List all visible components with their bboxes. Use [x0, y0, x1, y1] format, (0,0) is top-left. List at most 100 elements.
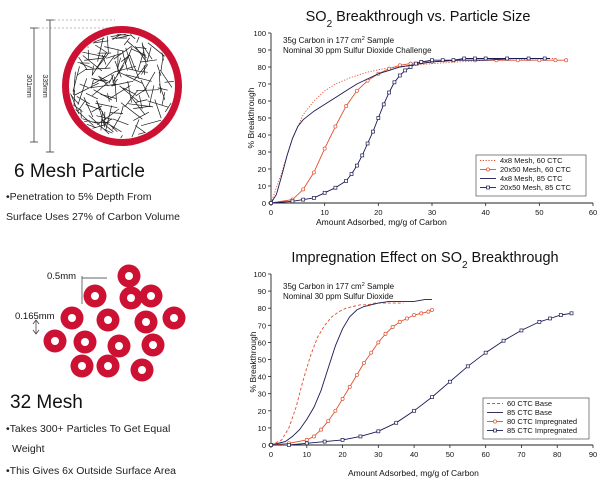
chart-title-part: SO: [306, 9, 327, 25]
data-point: [304, 441, 309, 446]
pore-line: [112, 34, 122, 40]
mesh32-particle-core: [125, 272, 133, 280]
y-tick-label: 50: [258, 356, 266, 365]
data-point: [319, 427, 324, 432]
data-point: [448, 379, 452, 384]
data-point: [430, 307, 434, 312]
chart-title: SO2 Breakthrough vs. Particle Size: [306, 9, 531, 30]
data-point: [451, 58, 456, 63]
series-line-3: [270, 309, 433, 446]
data-point: [344, 179, 348, 183]
y-tick-label: 40: [258, 131, 266, 140]
pore-line: [112, 118, 129, 126]
chart-annotation-1: 35g Carbon in 177 cm2 Sample: [283, 36, 395, 45]
mesh32-particle-core: [68, 314, 76, 322]
data-point: [349, 172, 354, 176]
data-point: [394, 420, 399, 425]
pore-line: [157, 87, 168, 91]
data-point: [381, 102, 386, 107]
pore-line: [73, 104, 83, 112]
chart-annotation-2: Nominal 30 ppm Sulfur Dioxide Challenge: [283, 46, 432, 55]
y-tick-label: 80: [258, 63, 266, 72]
mesh32-particle-core: [142, 318, 150, 326]
pore-line: [121, 55, 130, 62]
data-point: [333, 124, 338, 129]
data-point: [360, 153, 365, 158]
y-tick-label: 0: [262, 441, 266, 450]
data-point: [405, 316, 409, 321]
pore-line: [134, 46, 146, 61]
data-point: [392, 80, 397, 85]
data-point: [358, 434, 363, 439]
data-point: [333, 408, 338, 413]
y-tick-label: 20: [258, 165, 266, 174]
chart-impregnation: Impregnation Effect on SO2 Breakthrough …: [248, 250, 597, 478]
pore-line: [104, 54, 116, 69]
x-tick-label: 70: [517, 450, 525, 459]
pore-line: [123, 37, 130, 46]
pore-line: [116, 56, 128, 76]
mesh6-dim-outer: 335mm: [41, 74, 48, 98]
pore-line: [85, 67, 111, 70]
mesh6-dim-inner: 301mm: [25, 74, 32, 98]
data-point: [322, 190, 327, 195]
data-point: [419, 311, 424, 316]
mesh32-particle-core: [78, 362, 86, 370]
data-point: [340, 396, 345, 401]
data-point: [397, 73, 402, 78]
mesh32-bullet-2: Weight: [12, 443, 45, 455]
data-point: [542, 56, 547, 61]
mesh32-bullet-3: •This Gives 6x Outside Surface Area: [6, 465, 176, 477]
chart-title-subscript: 2: [327, 19, 333, 30]
mesh32-particle-core: [170, 314, 178, 322]
y-tick-label: 90: [258, 46, 266, 55]
y-tick-label: 0: [262, 199, 266, 208]
legend-label: 20x50 Mesh, 60 CTC: [500, 165, 571, 174]
pore-line: [120, 135, 123, 139]
data-point: [414, 61, 418, 66]
annotation-superscript: 2: [362, 36, 365, 42]
data-point: [564, 58, 569, 63]
pore-line: [135, 99, 148, 103]
pore-line: [108, 74, 114, 84]
data-point: [548, 316, 552, 321]
pore-line: [75, 109, 94, 126]
legend-marker: [493, 419, 497, 424]
pore-line: [95, 44, 107, 53]
data-point: [483, 350, 488, 355]
pore-line: [115, 34, 132, 39]
pore-line: [88, 114, 110, 135]
pore-line: [148, 85, 155, 107]
data-point: [376, 116, 381, 120]
pore-line: [137, 70, 148, 73]
pore-line: [109, 124, 118, 133]
data-point: [383, 331, 388, 336]
pore-line: [143, 71, 156, 92]
data-point: [465, 364, 470, 369]
plot-area: 0 10 20 30 40 50 60 70 80 90 100 0 10 20 30 40 50 60 70 80 9…: [253, 270, 597, 459]
mesh32-particle-core: [51, 337, 59, 345]
pore-line: [114, 76, 117, 102]
pore-line: [85, 92, 99, 100]
mesh32-particle-core: [81, 338, 89, 346]
y-axis-label: % Breakthrough: [248, 331, 258, 392]
pore-line: [109, 85, 131, 99]
pore-line: [77, 68, 87, 76]
data-point: [355, 163, 359, 168]
data-point: [387, 90, 391, 95]
pore-line: [91, 65, 94, 76]
data-point: [440, 58, 445, 63]
data-point: [354, 372, 359, 377]
chart-title-subscript: 2: [462, 260, 468, 271]
series-line-1: [270, 302, 404, 446]
x-tick-label: 30: [428, 208, 436, 217]
pore-line: [154, 99, 162, 119]
pore-line: [113, 45, 132, 60]
mesh32-particle-core: [147, 292, 155, 300]
pore-line: [100, 94, 117, 99]
data-point: [301, 197, 306, 202]
chart-title-part: Breakthrough vs. Particle Size: [332, 9, 530, 25]
pore-line: [100, 111, 103, 131]
pore-line: [127, 40, 147, 59]
